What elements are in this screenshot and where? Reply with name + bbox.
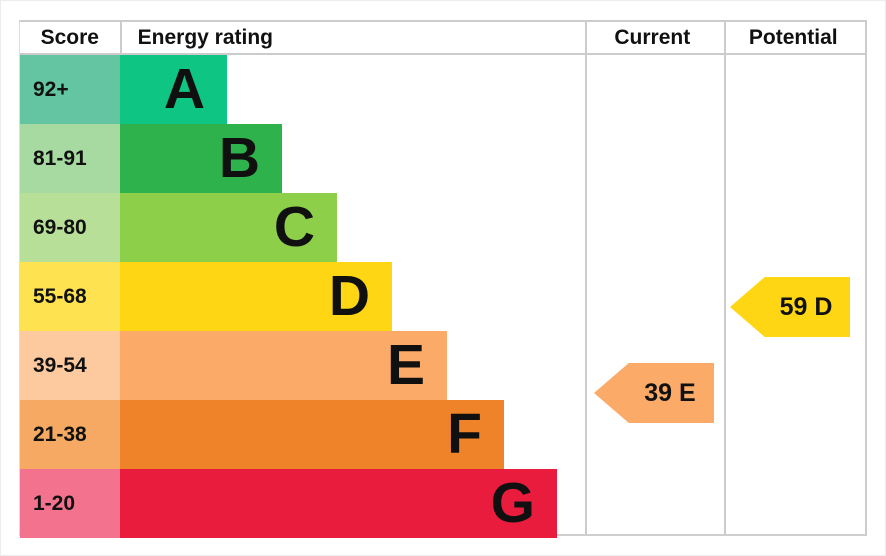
potential-rating-marker: 59 D — [730, 277, 850, 337]
rating-bar-area: B — [120, 124, 585, 193]
rating-bar: F — [120, 400, 504, 469]
rating-bar: A — [120, 55, 227, 124]
grade-letter: A — [163, 57, 205, 121]
score-range-label: 39-54 — [20, 331, 120, 400]
rating-bar: E — [120, 331, 447, 400]
score-range-label: 92+ — [20, 55, 120, 124]
score-range-label: 21-38 — [20, 400, 120, 469]
rating-band-row: 81-91 B — [20, 124, 585, 193]
rating-band-row: 69-80 C — [20, 193, 585, 262]
rating-bar-area: G — [120, 469, 585, 538]
rating-bar-area: D — [120, 262, 585, 331]
rating-table: Score Energy rating Current Potential 92… — [19, 20, 867, 538]
rating-bar: D — [120, 262, 392, 331]
rating-bar: B — [120, 124, 282, 193]
table-header-row: Score Energy rating Current Potential — [20, 22, 865, 55]
current-column-divider — [585, 22, 587, 534]
grade-letter: B — [218, 126, 260, 190]
rating-bar: C — [120, 193, 337, 262]
grade-letter: G — [490, 471, 535, 535]
rating-band-row: 55-68 D — [20, 262, 585, 331]
rating-bar: G — [120, 469, 557, 538]
current-rating-marker: 39 E — [594, 363, 714, 423]
rating-bar-area: C — [120, 193, 585, 262]
current-column-header: Current — [614, 26, 691, 49]
energy-rating-column-header: Energy rating — [119, 22, 583, 53]
score-range-label: 69-80 — [20, 193, 120, 262]
rating-band-row: 21-38 F — [20, 400, 585, 469]
grade-letter: F — [447, 402, 482, 466]
rating-bar-area: E — [120, 331, 585, 400]
rating-bar-area: F — [120, 400, 585, 469]
current-rating-label: 39 E — [644, 378, 696, 407]
grade-letter: C — [273, 195, 315, 259]
score-column-header: Score — [40, 26, 99, 49]
rating-band-row: 1-20 G — [20, 469, 585, 538]
grade-letter: D — [328, 264, 370, 328]
score-range-label: 55-68 — [20, 262, 120, 331]
score-range-label: 1-20 — [20, 469, 120, 538]
rating-band-row: 92+ A — [20, 55, 585, 124]
rating-bar-area: A — [120, 55, 585, 124]
rating-band-row: 39-54 E — [20, 331, 585, 400]
score-range-label: 81-91 — [20, 124, 120, 193]
potential-column-divider — [724, 22, 726, 534]
rating-bands: 92+ A 81-91 B 69-80 C 55-68 D — [20, 55, 585, 538]
potential-rating-label: 59 D — [779, 292, 833, 321]
grade-letter: E — [386, 333, 425, 397]
potential-column-header: Potential — [748, 26, 838, 49]
